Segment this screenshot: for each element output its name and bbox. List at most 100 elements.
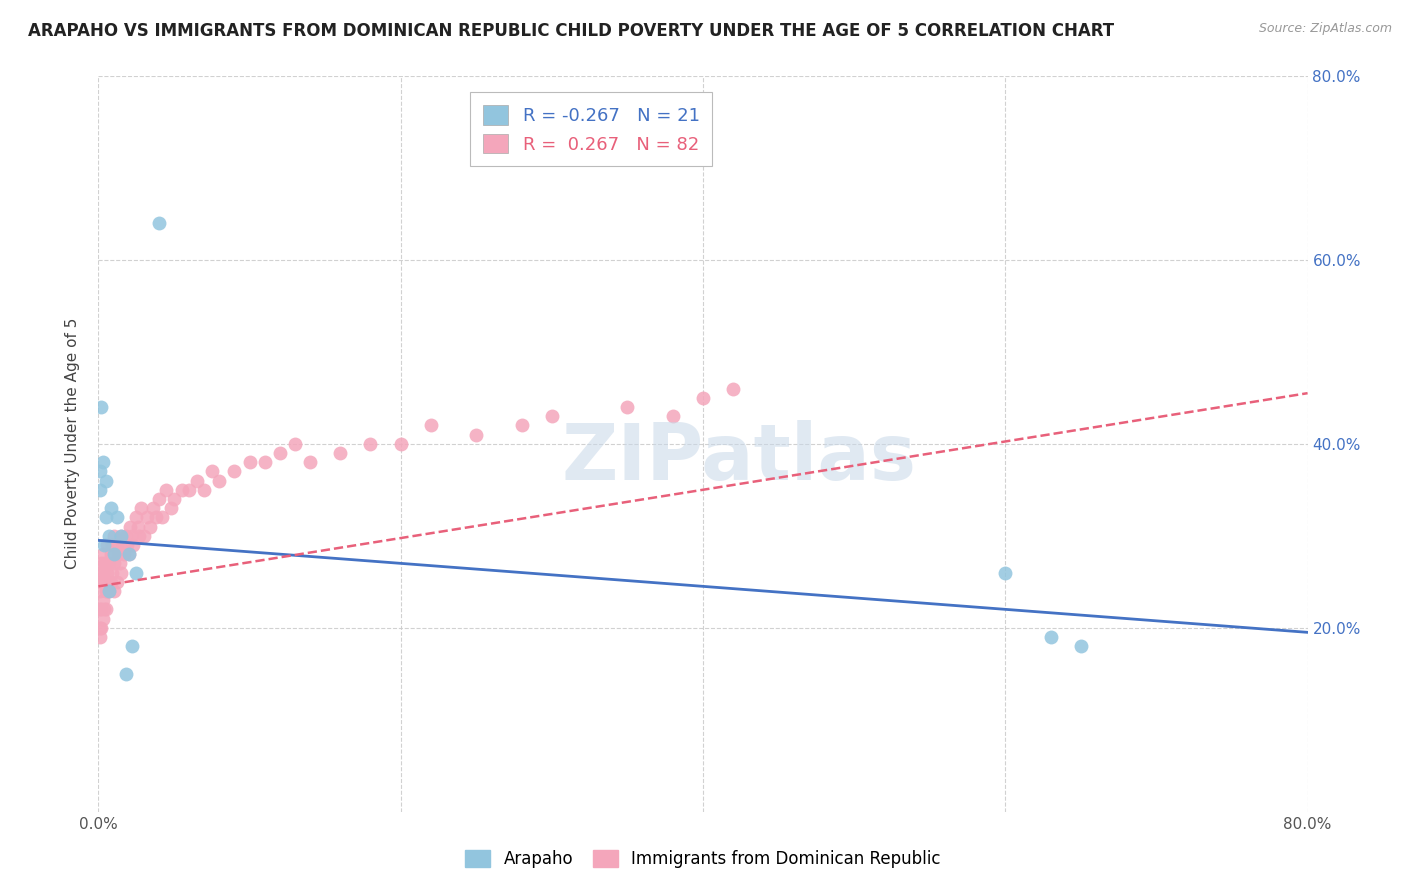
- Point: [103, 529, 125, 543]
- Point: [692, 391, 714, 405]
- Point: [89, 602, 111, 616]
- Point: [94, 557, 117, 571]
- Point: [120, 519, 142, 533]
- Point: [89, 566, 111, 580]
- Point: [239, 455, 262, 469]
- Point: [89, 630, 111, 644]
- Point: [96, 538, 118, 552]
- Point: [389, 436, 412, 450]
- Point: [90, 400, 112, 414]
- Point: [661, 409, 683, 424]
- Point: [284, 436, 307, 450]
- Point: [155, 483, 177, 497]
- Point: [96, 566, 118, 580]
- Point: [103, 557, 125, 571]
- Point: [93, 557, 115, 571]
- Point: [114, 666, 136, 681]
- Point: [160, 501, 183, 516]
- Point: [269, 446, 291, 460]
- Y-axis label: Child Poverty Under the Age of 5: Child Poverty Under the Age of 5: [65, 318, 80, 569]
- Point: [1039, 630, 1062, 644]
- Point: [100, 574, 122, 589]
- Point: [89, 621, 111, 635]
- Point: [540, 409, 562, 424]
- Text: Source: ZipAtlas.com: Source: ZipAtlas.com: [1258, 22, 1392, 36]
- Point: [94, 584, 117, 599]
- Point: [96, 584, 118, 599]
- Point: [121, 639, 143, 653]
- Point: [94, 602, 117, 616]
- Point: [98, 584, 121, 599]
- Point: [1070, 639, 1092, 653]
- Point: [360, 436, 382, 450]
- Point: [98, 557, 121, 571]
- Point: [510, 418, 533, 433]
- Point: [994, 566, 1017, 580]
- Point: [179, 483, 201, 497]
- Point: [110, 529, 132, 543]
- Point: [100, 547, 122, 561]
- Point: [105, 574, 128, 589]
- Text: ZIPatlas: ZIPatlas: [562, 420, 917, 497]
- Point: [145, 510, 167, 524]
- Point: [112, 547, 135, 561]
- Point: [148, 491, 170, 506]
- Point: [89, 464, 111, 478]
- Point: [89, 584, 111, 599]
- Point: [135, 510, 157, 524]
- Point: [91, 611, 114, 625]
- Point: [89, 483, 111, 497]
- Point: [94, 510, 117, 524]
- Point: [110, 529, 132, 543]
- Point: [90, 621, 112, 635]
- Point: [90, 574, 112, 589]
- Point: [420, 418, 443, 433]
- Point: [118, 547, 141, 561]
- Legend: Arapaho, Immigrants from Dominican Republic: Arapaho, Immigrants from Dominican Repub…: [458, 843, 948, 875]
- Point: [105, 510, 128, 524]
- Point: [127, 519, 149, 533]
- Point: [148, 216, 170, 230]
- Point: [253, 455, 276, 469]
- Point: [114, 529, 136, 543]
- Point: [107, 547, 129, 561]
- Point: [91, 547, 114, 561]
- Point: [91, 593, 114, 607]
- Point: [224, 464, 246, 478]
- Point: [94, 474, 117, 488]
- Point: [118, 547, 141, 561]
- Point: [299, 455, 322, 469]
- Point: [132, 529, 155, 543]
- Point: [150, 510, 173, 524]
- Text: ARAPAHO VS IMMIGRANTS FROM DOMINICAN REPUBLIC CHILD POVERTY UNDER THE AGE OF 5 C: ARAPAHO VS IMMIGRANTS FROM DOMINICAN REP…: [28, 22, 1114, 40]
- Point: [616, 400, 638, 414]
- Point: [108, 557, 131, 571]
- Point: [101, 538, 124, 552]
- Point: [93, 574, 115, 589]
- Point: [329, 446, 352, 460]
- Point: [110, 566, 132, 580]
- Point: [128, 529, 150, 543]
- Point: [91, 566, 114, 580]
- Point: [186, 474, 208, 488]
- Point: [93, 538, 115, 552]
- Point: [100, 501, 122, 516]
- Point: [125, 566, 148, 580]
- Point: [91, 455, 114, 469]
- Point: [90, 557, 112, 571]
- Point: [103, 584, 125, 599]
- Point: [201, 464, 224, 478]
- Point: [115, 538, 138, 552]
- Point: [90, 602, 112, 616]
- Point: [208, 474, 231, 488]
- Point: [101, 566, 124, 580]
- Point: [122, 538, 145, 552]
- Point: [129, 501, 152, 516]
- Point: [125, 510, 148, 524]
- Legend: R = -0.267   N = 21, R =  0.267   N = 82: R = -0.267 N = 21, R = 0.267 N = 82: [470, 92, 713, 166]
- Point: [93, 602, 115, 616]
- Point: [105, 538, 128, 552]
- Point: [98, 584, 121, 599]
- Point: [121, 529, 143, 543]
- Point: [139, 519, 162, 533]
